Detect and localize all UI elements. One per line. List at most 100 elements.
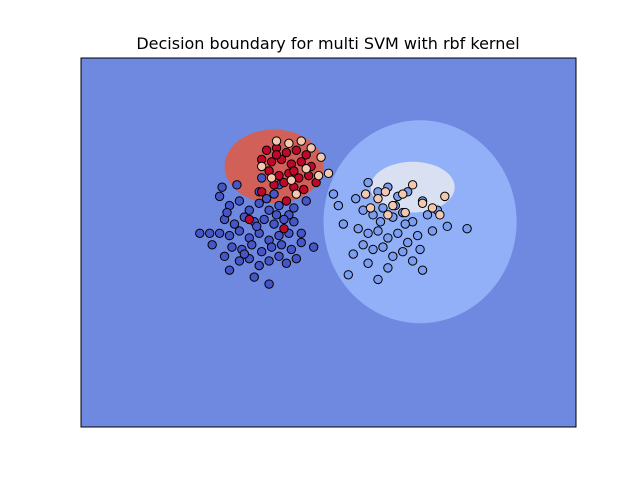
data-point-class-0 [271, 210, 282, 220]
data-point-class-0 [256, 173, 267, 183]
data-point-class-0 [195, 228, 205, 238]
data-point-class-3 [271, 150, 282, 160]
data-point-class-2 [440, 191, 450, 202]
data-point-class-1 [333, 200, 344, 211]
data-point-class-0 [269, 219, 279, 229]
plot-area [80, 57, 577, 428]
data-point-class-1 [338, 219, 349, 229]
data-point-class-1 [358, 240, 368, 250]
data-point-class-0 [279, 214, 289, 225]
data-point-class-1 [388, 251, 398, 262]
data-point-class-0 [224, 265, 235, 275]
data-point-class-0 [229, 219, 240, 229]
data-point-class-1 [407, 256, 418, 266]
data-point-class-0 [254, 260, 264, 271]
data-point-class-1 [383, 263, 393, 273]
data-point-class-0 [276, 240, 287, 250]
data-point-class-0 [281, 258, 292, 268]
chart-title: Decision boundary for multi SVM with rbf… [136, 34, 519, 53]
data-point-class-2 [360, 189, 371, 199]
data-point-class-1 [368, 244, 378, 255]
data-point-class-1 [403, 237, 413, 248]
data-point-class-1 [363, 228, 373, 238]
data-point-class-3 [279, 223, 289, 234]
data-point-class-0 [214, 191, 225, 202]
data-point-class-0 [219, 251, 230, 262]
data-point-class-3 [281, 147, 292, 158]
data-point-class-0 [264, 256, 274, 266]
data-point-class-0 [259, 214, 269, 225]
data-point-class-1 [363, 177, 373, 188]
data-point-class-1 [375, 217, 386, 227]
data-point-class-3 [299, 184, 309, 195]
data-point-class-3 [261, 145, 272, 155]
data-point-class-3 [301, 150, 311, 160]
data-point-class-2 [365, 203, 376, 213]
data-point-class-1 [378, 242, 388, 252]
data-point-class-1 [427, 226, 438, 236]
data-point-class-1 [422, 210, 433, 220]
data-point-class-0 [286, 244, 297, 255]
data-point-class-2 [291, 189, 302, 199]
data-point-class-0 [234, 256, 245, 266]
data-point-class-2 [417, 198, 428, 208]
data-point-class-1 [398, 247, 408, 257]
data-point-class-2 [383, 210, 393, 220]
data-point-class-2 [388, 200, 398, 211]
data-point-class-2 [266, 173, 277, 183]
data-point-class-3 [244, 214, 255, 225]
data-point-class-0 [274, 251, 284, 262]
data-point-class-0 [227, 242, 237, 252]
data-point-class-0 [254, 198, 264, 208]
data-point-class-1 [373, 274, 383, 285]
data-point-class-0 [207, 240, 217, 250]
data-point-class-0 [264, 279, 274, 289]
data-point-class-1 [373, 226, 383, 236]
data-point-class-0 [266, 242, 277, 252]
data-point-class-0 [308, 242, 319, 252]
data-point-class-2 [380, 187, 391, 197]
data-point-class-0 [269, 189, 279, 199]
data-point-class-0 [289, 217, 299, 227]
data-point-class-2 [435, 210, 445, 220]
data-point-class-1 [378, 203, 388, 213]
data-point-class-1 [412, 230, 423, 241]
data-point-class-2 [323, 168, 334, 179]
data-point-class-0 [239, 249, 250, 259]
plot-frame [80, 57, 577, 428]
data-point-class-0 [296, 228, 306, 238]
data-point-class-1 [351, 193, 361, 204]
data-point-class-1 [363, 258, 373, 268]
data-point-class-1 [353, 223, 363, 234]
data-point-class-2 [301, 164, 311, 174]
data-point-class-0 [234, 196, 245, 206]
data-point-class-1 [328, 189, 339, 199]
data-point-class-2 [427, 203, 438, 213]
data-point-class-2 [256, 161, 267, 172]
data-point-class-3 [296, 157, 306, 167]
data-point-class-0 [234, 226, 245, 236]
data-point-class-1 [442, 221, 452, 232]
data-point-class-0 [244, 205, 255, 215]
data-point-class-0 [296, 237, 306, 248]
data-point-class-1 [462, 223, 472, 234]
data-point-class-2 [284, 138, 294, 149]
data-point-class-0 [264, 205, 274, 215]
data-point-class-0 [247, 240, 257, 250]
data-point-class-3 [266, 157, 277, 167]
data-point-class-0 [205, 228, 215, 238]
data-point-class-2 [271, 136, 282, 146]
data-point-class-0 [214, 228, 225, 238]
data-point-class-0 [222, 207, 232, 218]
data-point-class-0 [289, 203, 299, 213]
data-point-class-0 [252, 221, 262, 232]
data-point-class-1 [417, 265, 428, 275]
data-point-class-0 [232, 180, 242, 190]
data-point-class-1 [383, 233, 393, 243]
data-point-class-2 [296, 136, 306, 146]
data-point-class-3 [289, 166, 299, 176]
data-point-class-0 [217, 182, 227, 192]
data-point-class-2 [407, 180, 418, 190]
data-point-class-2 [286, 175, 297, 185]
